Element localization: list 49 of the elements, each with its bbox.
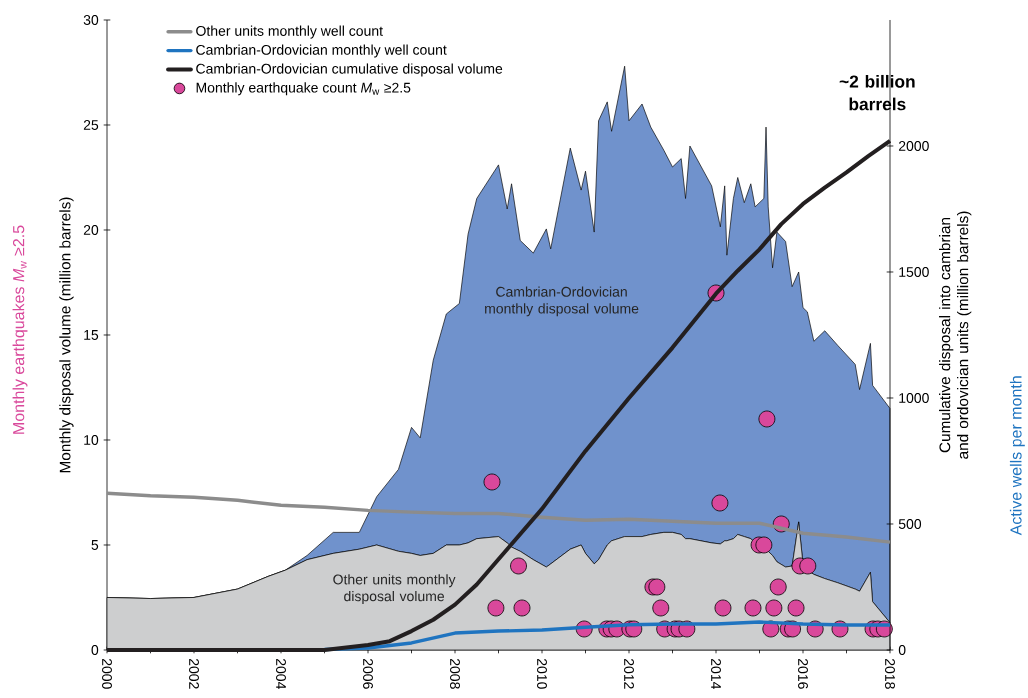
y-axis-title: Monthly disposal volume (million barrels) — [59, 197, 74, 473]
y-tick-label: 5 — [91, 540, 99, 550]
y-tick-label: 15 — [84, 330, 99, 340]
y-tick-label: 20 — [83, 225, 99, 235]
point — [513, 599, 531, 617]
y2-tick-label: 0 — [898, 645, 906, 655]
y-tick-label: 0 — [91, 645, 99, 655]
x-tick-label: 2004 — [276, 658, 286, 689]
legend-label: Cambrian-Ordovician monthly well count — [196, 44, 447, 58]
point — [758, 410, 776, 428]
point — [799, 557, 817, 575]
x-tick-label: 2014 — [711, 658, 721, 689]
legend-label: Other units monthly well count — [196, 25, 383, 39]
y2-tick-label: 2000 — [898, 141, 929, 151]
y-tick-label: 10 — [84, 435, 99, 445]
point — [769, 578, 787, 596]
line-series — [105, 491, 892, 544]
point — [510, 557, 527, 575]
annotation: ~2 billion barrels — [839, 74, 915, 111]
point — [714, 599, 732, 617]
y2-tick-label: 1000 — [899, 393, 929, 403]
point — [652, 599, 670, 617]
x-tick-label: 2006 — [363, 658, 373, 689]
point — [744, 599, 762, 617]
series-label: Cambrian-Ordovician monthly disposal volume — [485, 286, 639, 317]
x-tick-label: 2016 — [798, 658, 808, 689]
x-tick-label: 2018 — [885, 658, 895, 689]
point — [787, 599, 805, 617]
text: Monthly earthquakes M$_{w}$ ≥2.5 — [12, 225, 28, 434]
x-tick-label: 2000 — [102, 658, 112, 689]
point — [483, 473, 501, 491]
point — [711, 494, 729, 512]
point — [487, 599, 505, 617]
x-tick-label: 2008 — [450, 658, 460, 689]
y2-tick-label: 1500 — [899, 267, 929, 277]
legend-label: Monthly earthquake count M$_{w}$ ≥2.5 — [196, 82, 411, 96]
point — [765, 599, 783, 617]
point — [648, 578, 666, 596]
x-tick-label: 2012 — [624, 658, 634, 689]
series-label: Other units monthly disposal volume — [333, 574, 456, 605]
y2-tick-label: 500 — [898, 519, 922, 529]
y-tick-label: 30 — [83, 15, 99, 25]
text: Active wells per month — [1009, 376, 1025, 536]
y2-axis-title: Cumulative disposal into cambrian and ordovician units (million barrels) — [939, 211, 972, 459]
point — [755, 536, 773, 554]
legend-label: Cambrian-Ordovician cumulative disposal volume — [196, 63, 503, 77]
y-tick-label: 25 — [83, 120, 99, 130]
x-tick-label: 2002 — [189, 658, 199, 689]
x-tick-label: 2010 — [537, 658, 547, 689]
